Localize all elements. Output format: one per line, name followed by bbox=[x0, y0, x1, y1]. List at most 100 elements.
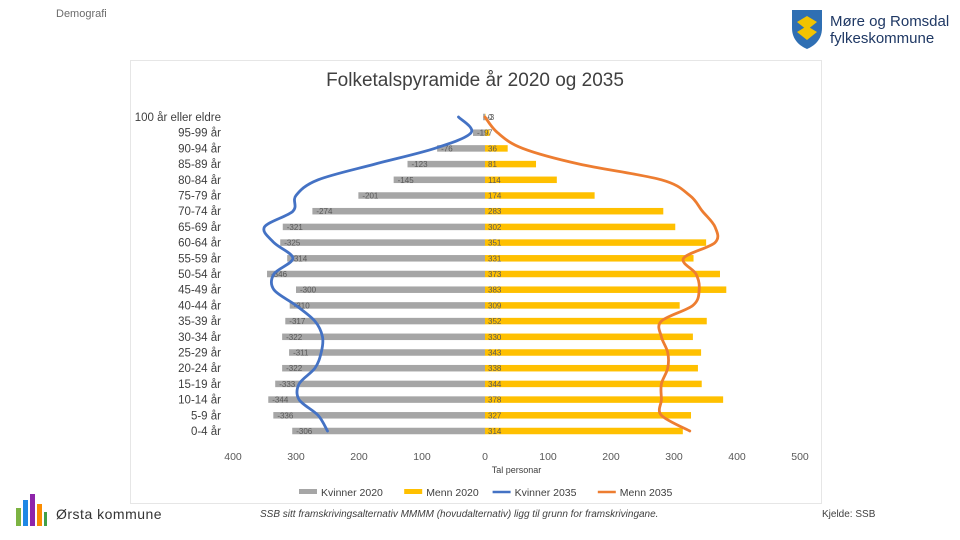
bar-kvinner-2020 bbox=[473, 129, 485, 136]
bar-menn-2020 bbox=[485, 349, 702, 356]
data-label-menn-2020: 327 bbox=[488, 411, 502, 420]
data-label-menn-2020: 81 bbox=[488, 160, 497, 169]
bar-kvinner-2020 bbox=[282, 333, 485, 341]
data-label-kvinner-2020: -333 bbox=[279, 380, 296, 389]
x-tick-label: 400 bbox=[224, 451, 242, 463]
data-label-kvinner-2020: -300 bbox=[300, 286, 317, 295]
x-tick-label: 100 bbox=[413, 451, 431, 463]
chart-title: Folketalspyramide år 2020 og 2035 bbox=[326, 70, 624, 91]
municipality-footer: Ørsta kommune bbox=[14, 494, 214, 528]
data-label-kvinner-2020: -123 bbox=[412, 160, 429, 169]
bar-kvinner-2020 bbox=[289, 349, 485, 356]
bar-menn-2020 bbox=[485, 396, 724, 403]
data-label-kvinner-2020: -346 bbox=[271, 270, 288, 279]
bar-menn-2020 bbox=[485, 286, 727, 293]
category-label: 55-59 år bbox=[178, 253, 221, 265]
data-label-menn-2020: 174 bbox=[488, 192, 502, 201]
category-label: 10-14 år bbox=[178, 395, 221, 407]
bar-kvinner-2020 bbox=[287, 255, 485, 262]
bar-menn-2020 bbox=[485, 223, 676, 231]
category-label: 70-74 år bbox=[178, 206, 221, 218]
data-label-menn-2020: 330 bbox=[488, 333, 502, 342]
shield-icon bbox=[792, 10, 822, 49]
category-label: 35-39 år bbox=[178, 316, 221, 328]
data-label-kvinner-2020: -317 bbox=[289, 317, 306, 326]
data-label-kvinner-2020: -145 bbox=[398, 176, 415, 185]
bar-kvinner-2020 bbox=[282, 364, 485, 372]
line-kvinner-2035 bbox=[262, 115, 474, 433]
data-label-kvinner-2020: -322 bbox=[286, 364, 303, 373]
category-label: 0-4 år bbox=[191, 426, 221, 438]
legend-label: Menn 2020 bbox=[426, 487, 479, 499]
bar-menn-2020 bbox=[485, 333, 693, 341]
data-label-menn-2020: 344 bbox=[488, 380, 502, 389]
bar-menn-2020 bbox=[485, 176, 557, 184]
data-label-menn-2020: 351 bbox=[488, 239, 502, 248]
slide-section-label: Demografi bbox=[56, 8, 107, 20]
legend-swatch bbox=[299, 489, 317, 494]
county-name: Møre og Romsdal fylkeskommune bbox=[830, 13, 949, 47]
x-tick-label: 100 bbox=[539, 451, 557, 463]
legend-label: Menn 2035 bbox=[620, 487, 673, 499]
bar-menn-2020 bbox=[485, 207, 664, 215]
bar-kvinner-2020 bbox=[292, 427, 485, 435]
county-name-line2: fylkeskommune bbox=[830, 30, 935, 47]
category-label: 60-64 år bbox=[178, 238, 221, 250]
category-label: 40-44 år bbox=[178, 300, 221, 312]
bar-kvinner-2020 bbox=[282, 223, 485, 231]
category-label: 25-29 år bbox=[178, 348, 221, 360]
data-label-menn-2020: 331 bbox=[488, 254, 502, 263]
x-tick-label: 300 bbox=[665, 451, 683, 463]
data-label-kvinner-2020: -3 bbox=[487, 113, 495, 122]
bar-kvinner-2020 bbox=[289, 302, 485, 309]
category-label: 15-19 år bbox=[178, 379, 221, 391]
category-label: 85-89 år bbox=[178, 159, 221, 171]
bar-kvinner-2020 bbox=[273, 412, 485, 419]
bar-kvinner-2020 bbox=[358, 192, 485, 199]
data-label-kvinner-2020: -201 bbox=[362, 192, 379, 201]
data-label-menn-2020: 309 bbox=[488, 301, 502, 310]
data-label-menn-2020: 352 bbox=[488, 317, 502, 326]
data-label-menn-2020: 378 bbox=[488, 396, 502, 405]
municipality-name: Ørsta kommune bbox=[56, 506, 163, 522]
x-tick-label: 400 bbox=[728, 451, 746, 463]
bar-menn-2020 bbox=[485, 145, 508, 152]
data-label-menn-2020: 283 bbox=[488, 207, 502, 216]
data-label-kvinner-2020: -310 bbox=[294, 301, 311, 310]
bar-menn-2020 bbox=[485, 412, 692, 419]
category-label: 90-94 år bbox=[178, 143, 221, 155]
data-label-menn-2020: 302 bbox=[488, 223, 502, 232]
bar-menn-2020 bbox=[485, 302, 680, 309]
category-label: 45-49 år bbox=[178, 285, 221, 297]
county-name-line1: Møre og Romsdal bbox=[830, 13, 950, 30]
data-label-kvinner-2020: -274 bbox=[316, 207, 333, 216]
data-label-menn-2020: 343 bbox=[488, 349, 502, 358]
bar-menn-2020 bbox=[485, 317, 707, 325]
footer-note: SSB sitt framskrivingsalternativ MMMM (h… bbox=[260, 509, 659, 520]
category-label: 100 år eller eldre bbox=[135, 112, 221, 124]
bar-menn-2020 bbox=[485, 255, 694, 262]
bar-menn-2020 bbox=[485, 192, 595, 199]
bar-kvinner-2020 bbox=[280, 239, 485, 246]
legend-label: Kvinner 2020 bbox=[321, 487, 383, 499]
data-label-menn-2020: 373 bbox=[488, 270, 502, 279]
data-label-menn-2020: 114 bbox=[488, 176, 501, 185]
x-axis-title: Tal personar bbox=[492, 465, 542, 475]
bar-kvinner-2020 bbox=[312, 207, 485, 215]
bar-menn-2020 bbox=[485, 270, 720, 278]
data-label-kvinner-2020: -344 bbox=[272, 396, 289, 405]
bar-kvinner-2020 bbox=[407, 160, 485, 168]
data-label-kvinner-2020: -321 bbox=[287, 223, 304, 232]
data-label-kvinner-2020: -306 bbox=[296, 427, 313, 436]
data-label-kvinner-2020: -314 bbox=[291, 254, 308, 263]
line-menn-2035 bbox=[483, 115, 720, 433]
bar-kvinner-2020 bbox=[275, 380, 485, 388]
x-tick-label: 200 bbox=[350, 451, 368, 463]
x-tick-label: 500 bbox=[791, 451, 809, 463]
category-label: 30-34 år bbox=[178, 332, 221, 344]
bar-menn-2020 bbox=[485, 427, 683, 435]
category-label: 20-24 år bbox=[178, 363, 221, 375]
data-label-kvinner-2020: -325 bbox=[284, 239, 301, 248]
category-label: 95-99 år bbox=[178, 128, 221, 140]
bar-menn-2020 bbox=[485, 129, 490, 136]
